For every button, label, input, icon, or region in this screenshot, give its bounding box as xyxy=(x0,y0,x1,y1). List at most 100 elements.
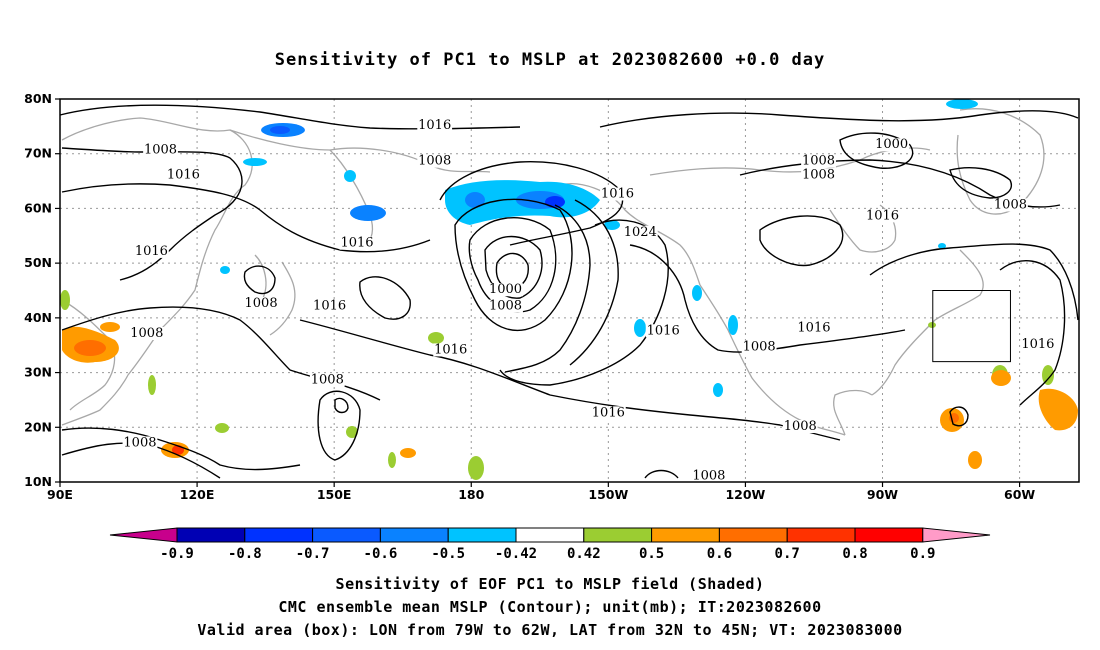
lon-tick-label: 120W xyxy=(725,487,765,502)
contour-label: 1008 xyxy=(692,468,725,483)
contour-label: 1008 xyxy=(802,167,835,182)
contour-1016-greenland xyxy=(949,167,1012,199)
colorbar-label: -0.5 xyxy=(431,546,465,562)
shade-green-india xyxy=(60,290,70,310)
contour-labels: 1016100810161008100010081008101610081016… xyxy=(122,118,1056,483)
lat-tick-label: 50N xyxy=(24,255,52,270)
contour-label: 1008 xyxy=(784,419,817,434)
contour-label: 1008 xyxy=(802,154,835,169)
shade-green-north-pacific xyxy=(428,332,444,344)
shade-cyan-gulf-alaska xyxy=(604,220,620,230)
colorbar-segment xyxy=(651,527,720,543)
contour-low-ring-2 xyxy=(468,217,557,313)
contour-1016-arctic-2 xyxy=(599,110,1079,128)
contour-label-bg xyxy=(312,299,348,313)
colorbar-label: 0.6 xyxy=(707,546,732,562)
contour-label: 1008 xyxy=(245,296,278,311)
shade-orange-wpac xyxy=(400,448,416,458)
colorbar-label: 0.9 xyxy=(910,546,935,562)
contour-label-bg xyxy=(339,236,375,250)
shade-orange-atlantic-1 xyxy=(991,370,1011,386)
coastline-east-asia xyxy=(61,117,253,426)
coastline-siberia xyxy=(229,129,491,173)
contour-1016-tropical xyxy=(61,427,301,471)
colorbar-label: 0.8 xyxy=(842,546,867,562)
contour-label-bg xyxy=(309,373,345,387)
colorbar-label: -0.8 xyxy=(228,546,262,562)
colorbar-segment xyxy=(447,527,517,543)
coastline-north-america-east xyxy=(871,249,984,396)
colorbar-label: 0.42 xyxy=(567,546,601,562)
contour-low-ring-5 xyxy=(569,199,619,366)
lon-tick-label: 120E xyxy=(180,487,215,502)
contour-label-bg xyxy=(865,209,900,223)
shade-cyan-baja xyxy=(728,315,738,335)
contour-1016-east-pacific xyxy=(629,244,906,353)
shade-cyan-ne-pacific xyxy=(692,285,702,301)
shade-cyan-california xyxy=(634,319,646,337)
contour-low-ring-4 xyxy=(504,204,591,373)
map-title: Sensitivity of PC1 to MSLP at 2023082600… xyxy=(274,50,826,70)
contour-label-bg xyxy=(796,321,832,335)
contour-label: 1008 xyxy=(994,197,1027,212)
colorbar-segment xyxy=(244,527,314,543)
contour-label: 1008 xyxy=(489,299,522,314)
shade-red-india-core xyxy=(74,340,106,356)
lat-tick-label: 10N xyxy=(24,474,52,489)
contour-label: 1024 xyxy=(624,225,657,240)
contour-label-bg xyxy=(129,327,165,341)
contour-1008-north-asia xyxy=(61,147,243,281)
contour-label-bg xyxy=(433,343,469,357)
shade-orange-atlantic-3 xyxy=(968,451,982,469)
contour-label-bg xyxy=(782,420,818,434)
plot-frame xyxy=(59,98,1080,483)
contour-label-bg xyxy=(600,187,635,201)
contour-label: 1016 xyxy=(1021,337,1054,352)
colorbar-segment xyxy=(176,527,246,543)
shade-cyan-siberia xyxy=(243,158,267,166)
shade-cyan-mexico xyxy=(713,383,723,397)
lat-tick-label: 20N xyxy=(24,419,52,434)
contour-label-bg xyxy=(122,436,158,450)
colorbar-segment xyxy=(786,527,856,543)
lat-tick-label: 70N xyxy=(24,146,52,161)
contour-label-bg xyxy=(143,143,178,157)
shade-orange-atlantic-east xyxy=(1038,388,1078,431)
contour-1016-atlantic-inner xyxy=(999,260,1066,406)
shade-green-wpac-2 xyxy=(388,452,396,468)
colorbar-segment xyxy=(312,527,381,543)
contour-label-bg xyxy=(993,198,1028,212)
colorbar-low-triangle xyxy=(109,527,178,543)
colorbar-segment xyxy=(583,527,653,543)
contour-label-bg xyxy=(741,340,777,354)
lat-lon-grid xyxy=(60,99,1079,482)
lat-tick-label: 40N xyxy=(24,310,52,325)
shade-green-us-east xyxy=(928,322,936,328)
shade-darkblue-bering-core xyxy=(545,196,565,208)
lon-tick-label: 150E xyxy=(317,487,352,502)
contour-label-bg xyxy=(622,225,658,239)
caption-contour: CMC ensemble mean MSLP (Contour); unit(m… xyxy=(278,598,822,616)
contour-label: 1008 xyxy=(130,326,163,341)
contour-label: 1016 xyxy=(866,208,899,223)
shade-cyan-greenland xyxy=(946,99,978,109)
coastline-gulf xyxy=(833,389,873,436)
contour-label: 1008 xyxy=(144,143,177,158)
contour-label: 1016 xyxy=(135,244,168,259)
caption-shaded: Sensitivity of EOF PC1 to MSLP field (Sh… xyxy=(335,575,765,593)
coastline-north-america-west xyxy=(699,284,846,436)
colorbar-label: -0.6 xyxy=(364,546,398,562)
coastline-kamchatka xyxy=(329,149,374,246)
shade-cyan-labrador xyxy=(938,243,946,249)
contour-label: 1008 xyxy=(418,154,451,169)
colorbar-segment xyxy=(718,527,788,543)
contour-label: 1000 xyxy=(875,137,908,152)
lon-tick-label: 180 xyxy=(458,487,484,502)
shade-cyan-japan xyxy=(220,266,230,274)
contour-label-bg xyxy=(133,244,169,258)
contour-label: 1016 xyxy=(418,118,451,133)
contour-1008-caribbean-ring xyxy=(949,406,969,427)
contour-label-bg xyxy=(874,138,910,152)
